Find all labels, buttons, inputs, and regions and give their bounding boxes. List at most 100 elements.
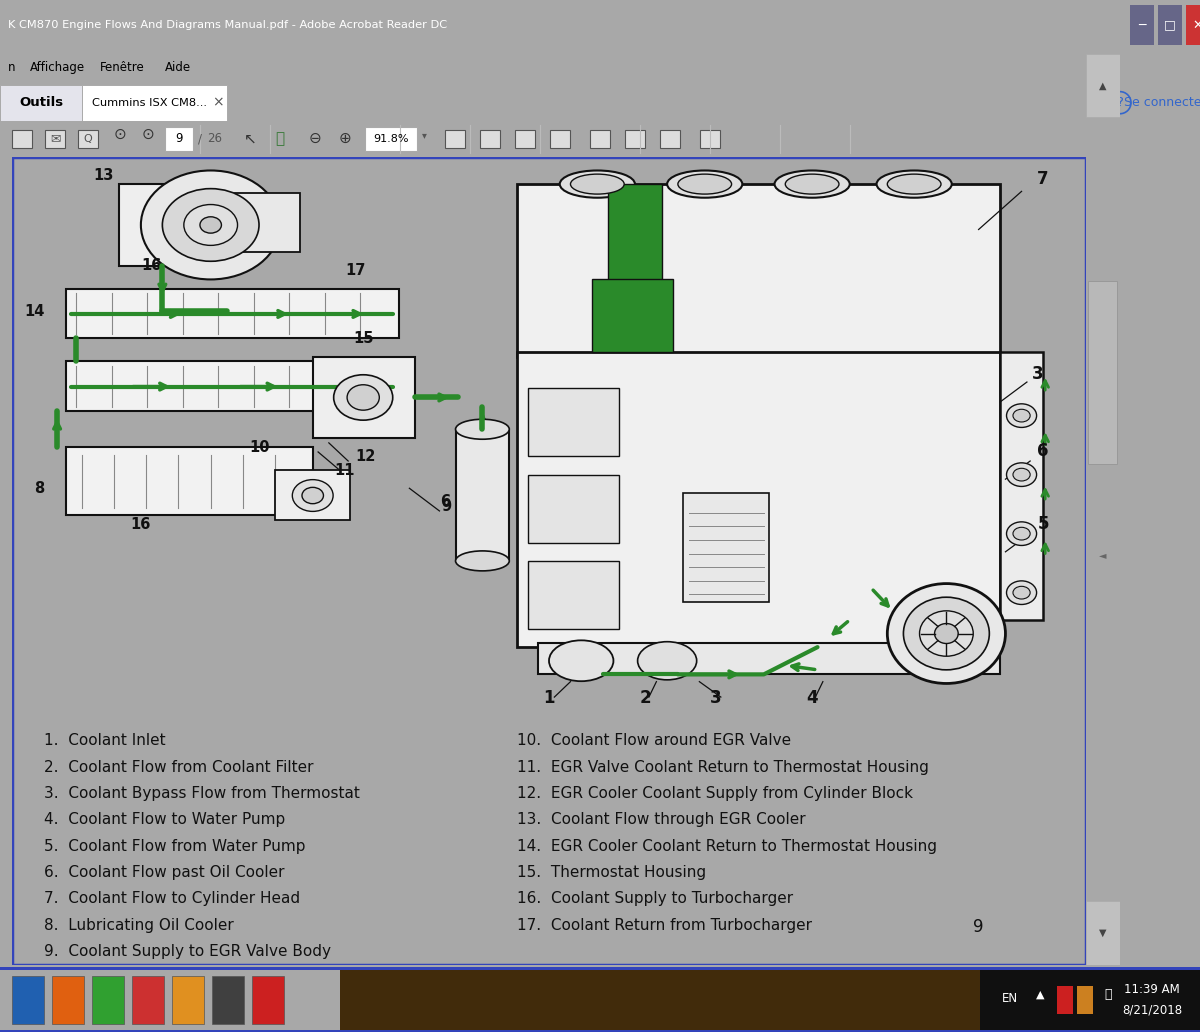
Text: n: n xyxy=(8,61,16,74)
Bar xyxy=(0,1030,1200,1032)
Ellipse shape xyxy=(550,640,613,681)
Text: 17: 17 xyxy=(344,263,365,278)
Bar xyxy=(212,976,244,1024)
Bar xyxy=(46,130,65,148)
Bar xyxy=(625,130,646,148)
Ellipse shape xyxy=(1013,527,1030,540)
Ellipse shape xyxy=(456,551,509,571)
Text: 8: 8 xyxy=(34,481,44,495)
Text: 2.  Coolant Flow from Coolant Filter: 2. Coolant Flow from Coolant Filter xyxy=(44,760,313,775)
Text: 8.  Lubricating Oil Cooler: 8. Lubricating Oil Cooler xyxy=(44,917,234,933)
Ellipse shape xyxy=(1013,410,1030,422)
Bar xyxy=(275,471,350,520)
Bar xyxy=(172,976,204,1024)
Ellipse shape xyxy=(162,189,259,261)
Bar xyxy=(590,130,610,148)
Text: 12: 12 xyxy=(355,449,376,464)
Text: ?: ? xyxy=(1116,96,1123,109)
Text: ▲: ▲ xyxy=(1099,80,1106,91)
Text: 4: 4 xyxy=(806,689,818,708)
Text: ⊕: ⊕ xyxy=(338,131,352,147)
Bar xyxy=(235,193,300,252)
Ellipse shape xyxy=(570,174,624,194)
Ellipse shape xyxy=(293,480,334,512)
Ellipse shape xyxy=(876,170,952,198)
Text: 26: 26 xyxy=(208,132,222,146)
Ellipse shape xyxy=(904,598,989,670)
Text: ✋: ✋ xyxy=(276,131,284,147)
Bar xyxy=(608,184,661,312)
Text: ×: × xyxy=(212,96,224,109)
Bar xyxy=(92,976,124,1024)
Text: 10: 10 xyxy=(250,440,270,455)
Text: 9: 9 xyxy=(175,132,182,146)
Ellipse shape xyxy=(302,487,324,504)
Text: 6: 6 xyxy=(1037,443,1049,460)
Bar xyxy=(340,967,1040,1032)
Ellipse shape xyxy=(184,204,238,246)
Ellipse shape xyxy=(1007,522,1037,546)
Ellipse shape xyxy=(456,419,509,440)
Text: 15: 15 xyxy=(353,331,373,346)
Ellipse shape xyxy=(887,583,1006,683)
Ellipse shape xyxy=(1007,404,1037,427)
Text: 9: 9 xyxy=(442,498,451,514)
Text: 8/21/2018: 8/21/2018 xyxy=(1122,1003,1182,1017)
Ellipse shape xyxy=(678,174,732,194)
Bar xyxy=(1086,901,1120,965)
Text: ◄: ◄ xyxy=(1099,550,1106,559)
Bar xyxy=(1000,352,1043,620)
Text: 3: 3 xyxy=(1032,365,1044,383)
Text: 17.  Coolant Return from Turbocharger: 17. Coolant Return from Turbocharger xyxy=(517,917,811,933)
Text: 13.  Coolant Flow through EGR Cooler: 13. Coolant Flow through EGR Cooler xyxy=(517,812,805,828)
Bar xyxy=(1078,986,1093,1014)
Ellipse shape xyxy=(774,170,850,198)
Text: 5.  Coolant Flow from Water Pump: 5. Coolant Flow from Water Pump xyxy=(44,839,306,853)
Bar xyxy=(517,352,1000,647)
Ellipse shape xyxy=(637,642,697,680)
Text: ▾: ▾ xyxy=(421,130,426,139)
Ellipse shape xyxy=(1007,581,1037,605)
Bar xyxy=(1086,54,1120,118)
Text: 13: 13 xyxy=(94,167,114,183)
Text: Affichage: Affichage xyxy=(30,61,85,74)
Text: Aide: Aide xyxy=(166,61,191,74)
Text: 5: 5 xyxy=(1037,515,1049,534)
Ellipse shape xyxy=(334,375,392,420)
Bar xyxy=(66,448,313,516)
Bar xyxy=(1130,5,1154,45)
Text: ↖: ↖ xyxy=(244,131,257,147)
Bar xyxy=(480,130,500,148)
Text: 1: 1 xyxy=(544,689,554,708)
Bar xyxy=(1088,282,1117,463)
Text: 14: 14 xyxy=(24,303,44,319)
Text: 4.  Coolant Flow to Water Pump: 4. Coolant Flow to Water Pump xyxy=(44,812,286,828)
Ellipse shape xyxy=(1013,586,1030,599)
Bar xyxy=(66,289,398,338)
Text: 16: 16 xyxy=(131,517,151,533)
Bar xyxy=(365,127,418,151)
Bar xyxy=(445,130,466,148)
Bar xyxy=(528,475,619,543)
Text: 16.  Coolant Supply to Turbocharger: 16. Coolant Supply to Turbocharger xyxy=(517,892,793,906)
Text: 15.  Thermostat Housing: 15. Thermostat Housing xyxy=(517,865,706,880)
Bar xyxy=(528,388,619,456)
Bar xyxy=(340,967,1040,1032)
Bar xyxy=(1158,5,1182,45)
Ellipse shape xyxy=(935,623,958,644)
Bar xyxy=(456,429,509,561)
Ellipse shape xyxy=(667,170,743,198)
Ellipse shape xyxy=(140,170,281,280)
Text: Q: Q xyxy=(84,134,92,143)
Text: EN: EN xyxy=(1002,993,1018,1005)
Text: 1.  Coolant Inlet: 1. Coolant Inlet xyxy=(44,734,166,748)
Ellipse shape xyxy=(1013,469,1030,481)
Text: ▼: ▼ xyxy=(1099,928,1106,938)
Bar xyxy=(683,493,769,602)
Bar xyxy=(980,967,1200,1032)
Text: 2: 2 xyxy=(640,689,652,708)
Bar xyxy=(660,130,680,148)
Text: 10.  Coolant Flow around EGR Valve: 10. Coolant Flow around EGR Valve xyxy=(517,734,791,748)
Bar xyxy=(517,184,1000,357)
Text: Se connecter: Se connecter xyxy=(1123,96,1200,109)
